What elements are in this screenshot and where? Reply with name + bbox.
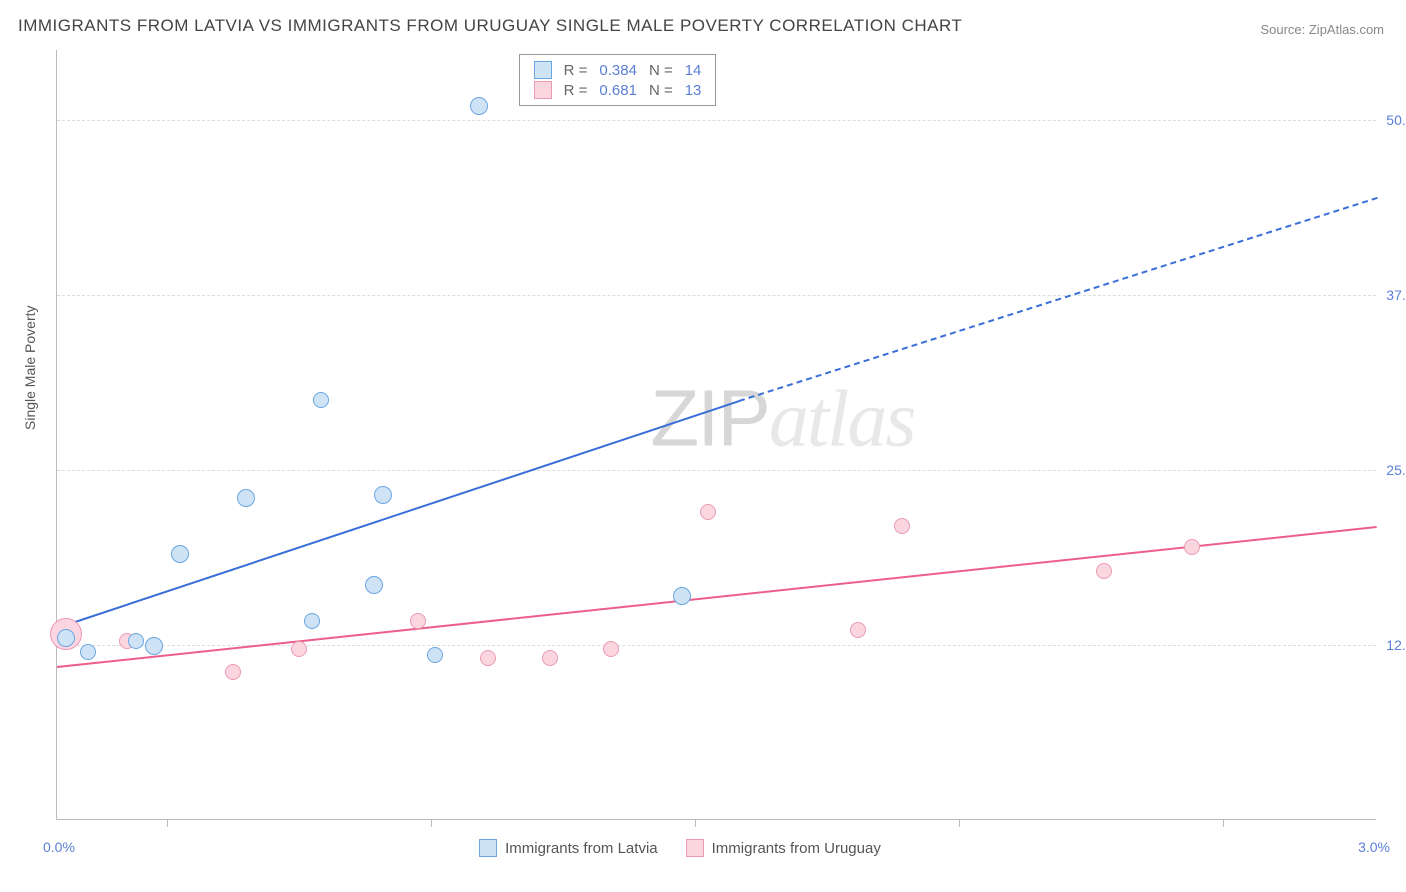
- point-series2: [1096, 563, 1112, 579]
- point-series1: [80, 644, 96, 660]
- y-tick-label: 12.5%: [1386, 637, 1406, 653]
- n-label-1: N =: [649, 62, 673, 79]
- bottom-legend: Immigrants from Latvia Immigrants from U…: [479, 839, 881, 857]
- x-tick: [1223, 819, 1224, 827]
- point-series1: [427, 647, 443, 663]
- x-tick: [431, 819, 432, 827]
- point-series2: [480, 650, 496, 666]
- watermark-zip: ZIP: [650, 374, 768, 463]
- swatch-series2: [534, 81, 552, 99]
- r-label-1: R =: [564, 62, 588, 79]
- n-value-1: 14: [685, 62, 702, 79]
- gridline: [57, 295, 1376, 296]
- gridline: [57, 120, 1376, 121]
- r-value-2: 0.681: [599, 82, 637, 99]
- swatch-series1: [534, 61, 552, 79]
- point-series2: [1184, 539, 1200, 555]
- point-series1: [673, 587, 691, 605]
- legend-label-1: Immigrants from Latvia: [505, 840, 658, 857]
- legend-label-2: Immigrants from Uruguay: [712, 840, 881, 857]
- point-series1: [145, 637, 163, 655]
- legend-item-1: Immigrants from Latvia: [479, 839, 658, 857]
- point-series1: [128, 633, 144, 649]
- point-series1: [304, 613, 320, 629]
- stats-box: R = 0.384 N = 14 R = 0.681 N = 13: [519, 54, 717, 106]
- trendline: [57, 400, 740, 629]
- x-tick: [959, 819, 960, 827]
- chart-title: IMMIGRANTS FROM LATVIA VS IMMIGRANTS FRO…: [18, 16, 962, 36]
- r-label-2: R =: [564, 82, 588, 99]
- n-value-2: 13: [685, 82, 702, 99]
- n-label-2: N =: [649, 82, 673, 99]
- x-max-label: 3.0%: [1358, 839, 1390, 855]
- point-series1: [171, 545, 189, 563]
- source-label: Source: ZipAtlas.com: [1260, 22, 1384, 37]
- point-series1: [365, 576, 383, 594]
- point-series2: [410, 613, 426, 629]
- y-tick-label: 37.5%: [1386, 287, 1406, 303]
- y-axis-title: Single Male Poverty: [22, 305, 38, 430]
- trendline: [57, 526, 1377, 668]
- point-series2: [894, 518, 910, 534]
- stats-row-1: R = 0.384 N = 14: [534, 61, 702, 79]
- r-value-1: 0.384: [599, 62, 637, 79]
- point-series1: [237, 489, 255, 507]
- point-series2: [225, 664, 241, 680]
- legend-swatch-1: [479, 839, 497, 857]
- point-series1: [57, 629, 75, 647]
- point-series1: [470, 97, 488, 115]
- x-tick: [167, 819, 168, 827]
- x-tick: [695, 819, 696, 827]
- point-series1: [313, 392, 329, 408]
- watermark-atlas: atlas: [769, 376, 915, 464]
- stats-row-2: R = 0.681 N = 13: [534, 81, 702, 99]
- x-min-label: 0.0%: [43, 839, 75, 855]
- y-tick-label: 50.0%: [1386, 112, 1406, 128]
- point-series2: [700, 504, 716, 520]
- point-series2: [603, 641, 619, 657]
- point-series2: [542, 650, 558, 666]
- gridline: [57, 470, 1376, 471]
- point-series2: [850, 622, 866, 638]
- plot-area: ZIPatlas R = 0.384 N = 14 R = 0.681 N = …: [56, 50, 1376, 820]
- y-tick-label: 25.0%: [1386, 462, 1406, 478]
- legend-item-2: Immigrants from Uruguay: [686, 839, 881, 857]
- legend-swatch-2: [686, 839, 704, 857]
- point-series2: [291, 641, 307, 657]
- trendline: [739, 197, 1378, 402]
- point-series1: [374, 486, 392, 504]
